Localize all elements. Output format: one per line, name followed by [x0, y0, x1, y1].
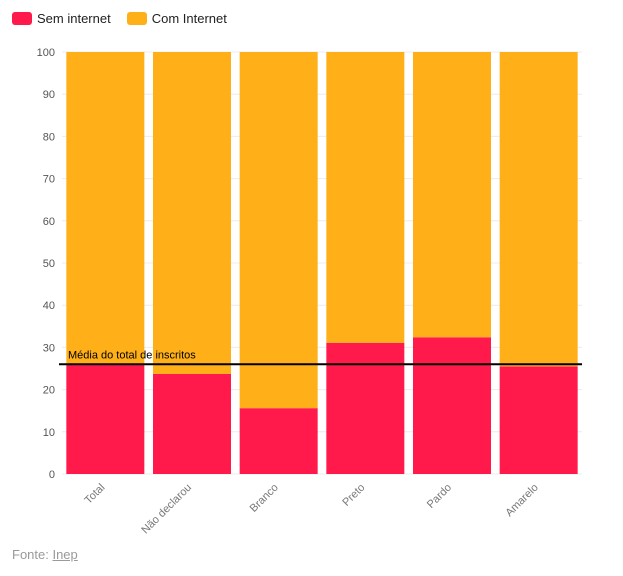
- y-tick-label-40: 40: [43, 300, 55, 312]
- legend-item-sem-internet[interactable]: Sem internet: [12, 11, 111, 26]
- reference-line-label: Média do total de inscritos: [68, 349, 196, 361]
- y-tick-label-80: 80: [43, 131, 55, 143]
- y-tick-label-70: 70: [43, 174, 55, 186]
- bar-com-internet-4: [413, 52, 491, 338]
- bar-sem-internet-1: [153, 373, 231, 474]
- bar-com-internet-3: [326, 52, 405, 343]
- x-tick-label-1: Não declarou: [139, 482, 194, 537]
- legend-swatch-com-internet: [126, 12, 147, 25]
- bar-sem-internet-4: [413, 337, 491, 474]
- bar-com-internet-0: [66, 52, 145, 365]
- x-tick-label-0: Total: [83, 482, 108, 507]
- legend-label-com-internet: Com Internet: [151, 11, 227, 26]
- legend-label-sem-internet: Sem internet: [37, 11, 111, 26]
- stacked-bar-chart: 0 10 20 30 40 50 60 70 80 90 100 Total Não declarou B…: [37, 47, 582, 537]
- x-tick-label-2: Branco: [248, 482, 281, 515]
- legend-item-com-internet[interactable]: Com Internet: [126, 11, 227, 26]
- legend-swatch-sem-internet: [12, 12, 32, 25]
- y-tick-label-90: 90: [43, 89, 55, 101]
- y-tick-label-20: 20: [43, 385, 55, 397]
- bar-sem-internet-3: [326, 342, 405, 474]
- y-tick-label-60: 60: [43, 216, 55, 228]
- x-tick-label-5: Amarelo: [503, 482, 540, 519]
- bar-com-internet-5: [499, 52, 578, 367]
- bar-com-internet-2: [239, 52, 318, 409]
- y-tick-label-30: 30: [43, 342, 55, 354]
- bar-sem-internet-0: [66, 364, 145, 474]
- x-tick-label-3: Preto: [340, 482, 367, 509]
- y-tick-label-10: 10: [43, 427, 55, 439]
- source-prefix: Fonte:: [12, 547, 53, 562]
- bar-sem-internet-5: [499, 366, 578, 474]
- y-tick-label-50: 50: [43, 258, 55, 270]
- source-footer: Fonte: Inep: [12, 547, 78, 562]
- y-tick-label-100: 100: [37, 47, 55, 59]
- source-link[interactable]: Inep: [52, 547, 78, 562]
- y-tick-label-0: 0: [49, 469, 55, 481]
- bar-com-internet-1: [153, 52, 231, 374]
- bar-sem-internet-2: [239, 408, 318, 474]
- x-tick-label-4: Pardo: [425, 482, 454, 511]
- legend: Sem internet Com Internet: [12, 11, 243, 26]
